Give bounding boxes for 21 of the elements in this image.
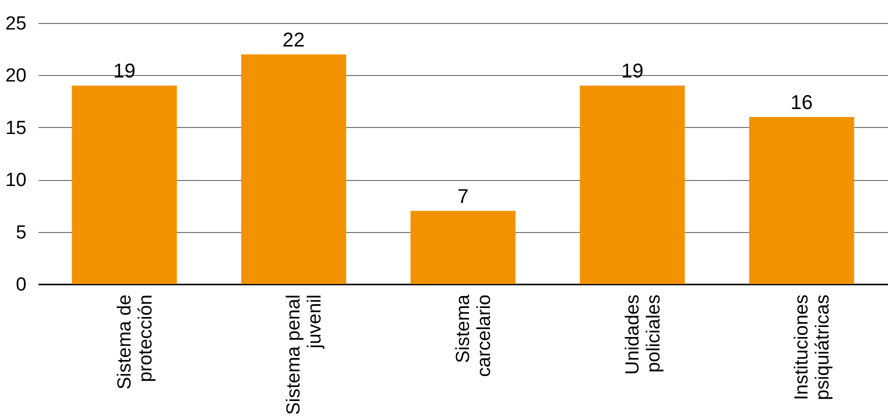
x-tick-label: Instituciones psiquiátricas [792,294,834,400]
data-label: 19 [621,60,644,83]
y-tick-label: 15 [5,118,26,139]
x-tick-label: Sistema penal juvenil [284,294,326,415]
bar [72,86,177,284]
data-label: 7 [457,186,469,208]
x-tick-label: Sistema de protección [114,294,156,390]
data-label: 16 [790,92,813,114]
x-tick-label: Sistema carcelario [453,294,495,377]
bar [749,116,854,284]
y-tick-label: 10 [5,170,26,192]
bar [241,54,346,284]
y-tick-label: 5 [16,222,26,244]
data-label: 19 [113,60,136,83]
x-tick-label: Unidades policiales [622,294,664,375]
data-label: 22 [282,29,305,52]
bar [580,86,685,284]
y-tick-label: 0 [16,274,26,296]
y-tick-label: 25 [5,14,26,34]
bar [410,210,516,284]
y-tick-label: 20 [5,66,26,87]
